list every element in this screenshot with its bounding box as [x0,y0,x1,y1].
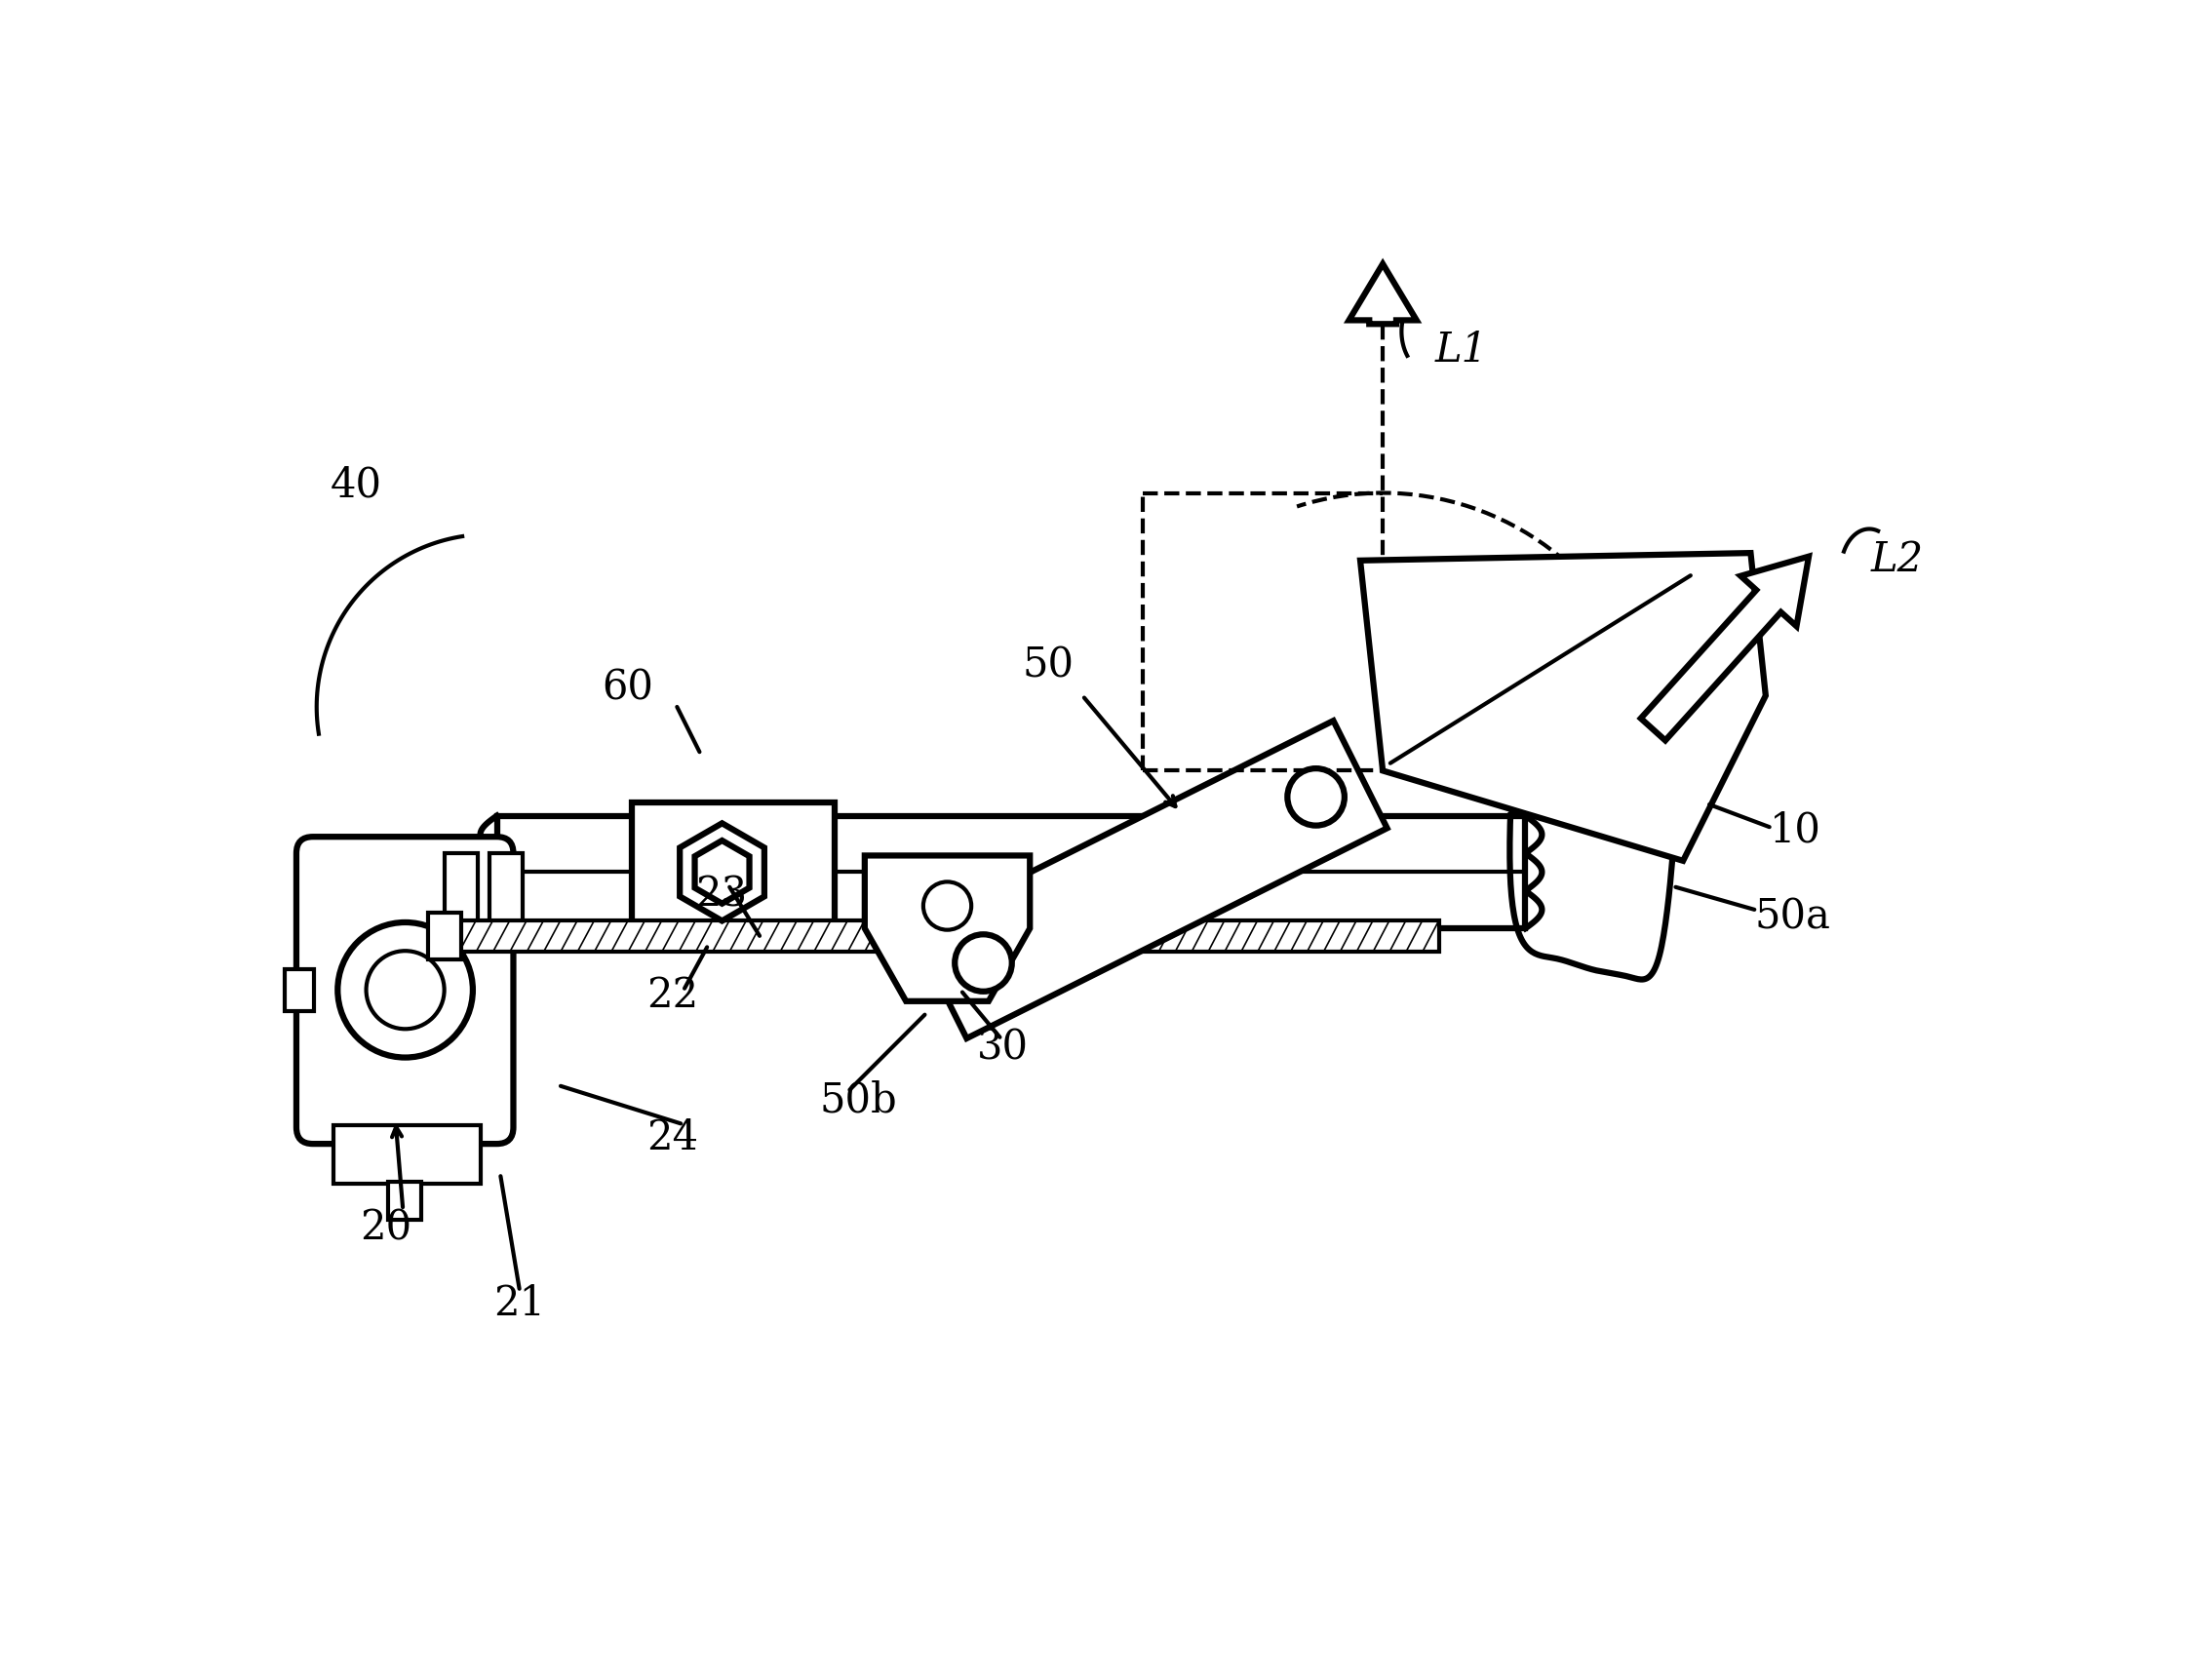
Bar [427,912,462,959]
Text: L1: L1 [1436,329,1489,370]
Bar [285,969,315,1011]
Circle shape [337,922,473,1057]
Circle shape [924,882,972,929]
Bar [460,921,933,951]
Polygon shape [1348,264,1416,324]
Text: 50a: 50a [1753,895,1830,937]
Bar [335,1126,479,1184]
Text: 20: 20 [361,1208,412,1248]
Text: 23: 23 [696,874,749,914]
Text: 21: 21 [493,1284,545,1324]
Text: 50: 50 [1022,645,1075,685]
FancyBboxPatch shape [296,837,514,1144]
Circle shape [1287,768,1344,825]
Bar [490,853,523,929]
Bar [633,803,834,941]
Bar [976,921,1438,951]
Bar [444,853,477,929]
Polygon shape [681,823,764,921]
Polygon shape [913,721,1388,1038]
Polygon shape [694,840,749,904]
Circle shape [954,934,1011,991]
Text: 10: 10 [1769,810,1821,850]
Text: 22: 22 [648,974,698,1016]
Text: 50b: 50b [819,1080,897,1121]
Bar [387,1183,420,1220]
Polygon shape [1359,553,1767,860]
Polygon shape [1642,556,1808,741]
Text: 24: 24 [648,1117,698,1159]
Polygon shape [865,855,1029,1001]
Bar [497,816,1526,929]
Text: 40: 40 [331,464,381,506]
Circle shape [366,951,444,1028]
Text: 30: 30 [976,1028,1029,1068]
Text: 60: 60 [602,667,655,709]
Text: L2: L2 [1872,539,1924,581]
